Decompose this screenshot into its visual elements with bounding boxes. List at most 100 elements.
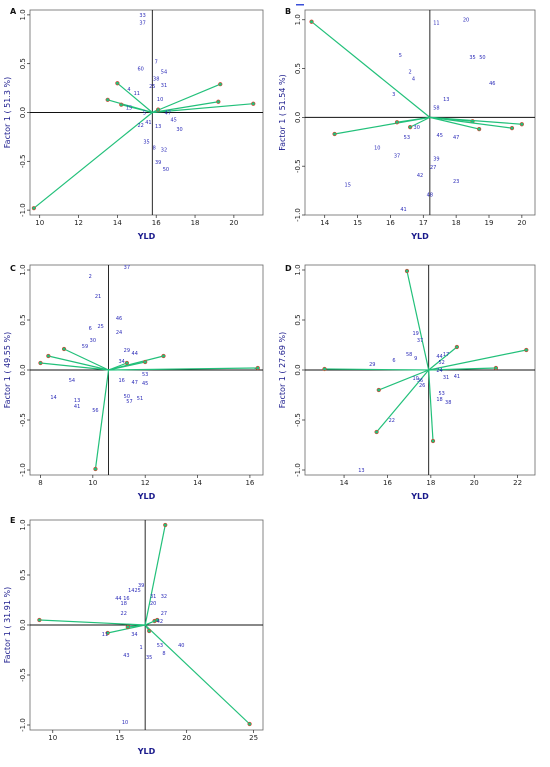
x-tick-label: 15 <box>115 734 124 742</box>
x-tick-label: 14 <box>113 219 122 227</box>
genotype-label: 50 <box>163 167 169 173</box>
x-axis-label: YLD <box>137 492 156 501</box>
genotype-label: 41 <box>74 404 80 410</box>
genotype-label: 8 <box>153 146 156 152</box>
genotype-label: 41 <box>454 374 460 380</box>
genotype-label: 34 <box>131 632 137 638</box>
vector-tip <box>143 359 148 365</box>
loading-vector <box>121 104 153 114</box>
vector-tip <box>322 366 327 372</box>
x-tick-label: 16 <box>152 219 161 227</box>
genotype-label: 39 <box>433 156 439 162</box>
panel-c: C 8 10 12 14 16 -1.0 -0.5 0.0 0.5 1.0 YLD Factor 1 (… <box>3 264 264 501</box>
vector-tip <box>161 353 166 359</box>
panel-e: E 10 15 20 25 -1.0 -0.5 0.0 0.5 1.0 YLD Factor 1 ( … <box>3 516 264 756</box>
x-tick-label: 10 <box>88 479 97 487</box>
x-tick-label: 10 <box>48 734 57 742</box>
loading-vector <box>428 346 458 371</box>
loading-vector <box>108 367 258 371</box>
y-tick-label: 0.5 <box>19 569 27 580</box>
loading-vector <box>39 619 146 626</box>
y-tick-label: 0.5 <box>294 314 302 325</box>
genotype-label: 53 <box>142 372 148 378</box>
genotype-label: 20 <box>463 18 469 24</box>
loading-vector <box>152 101 219 114</box>
genotype-label: 42 <box>417 173 423 179</box>
panel-b: B 14 15 16 17 18 19 20 -1.0 -0.5 0.0 0.5 1.0 YLD Facto… <box>278 7 536 241</box>
genotype-label: 8 <box>162 651 165 657</box>
genotype-label: 27 <box>161 611 167 617</box>
x-tick-label: 18 <box>191 219 200 227</box>
y-tick-label: -0.5 <box>19 413 27 427</box>
genotype-label: 10 <box>412 376 418 382</box>
genotype-label: 31 <box>161 83 167 89</box>
genotype-label: 44 <box>132 351 138 357</box>
loading-vector <box>127 624 146 628</box>
genotype-label: 1 <box>140 645 143 651</box>
y-tick-label: -0.5 <box>19 154 27 168</box>
top-mark <box>296 4 304 6</box>
x-axis-label: YLD <box>137 747 156 756</box>
panel-a: A 10 12 14 16 18 20 -1.0 -0.5 0.0 0.5 1.0 YLD Factor … <box>3 7 264 241</box>
genotype-label: 40 <box>178 643 184 649</box>
y-tick-label: 0.0 <box>19 619 27 630</box>
genotype-label: 3 <box>392 92 395 98</box>
vector-tip <box>404 268 410 274</box>
genotype-label: 25 <box>97 324 103 330</box>
genotype-label: 58 <box>433 106 439 112</box>
y-tick-label: -1.0 <box>19 463 27 477</box>
vector-tip <box>430 438 436 444</box>
vector-tip <box>93 466 98 472</box>
loading-vector <box>40 362 109 371</box>
vector-tip <box>332 131 337 137</box>
loading-vector <box>428 369 434 442</box>
genotype-label: 53 <box>404 135 410 141</box>
vector-tip <box>124 360 129 366</box>
genotype-label: 30 <box>90 338 96 344</box>
genotype-label: 4 <box>127 87 130 93</box>
genotype-label: 31 <box>443 375 449 381</box>
vector-tip <box>38 360 43 366</box>
genotype-label: 22 <box>121 611 127 617</box>
loading-vector <box>311 21 431 118</box>
genotype-label: 41 <box>145 120 151 126</box>
x-tick-label: 25 <box>249 734 258 742</box>
genotype-label: 7 <box>155 60 158 66</box>
genotype-label: 48 <box>427 192 433 198</box>
vector-tip <box>454 344 459 350</box>
genotype-label: 38 <box>153 76 159 82</box>
loading-vector <box>428 349 527 371</box>
genotype-label: 15 <box>126 106 132 112</box>
vector-tip <box>115 81 120 86</box>
panel-letter: C <box>10 264 16 273</box>
y-axis-label: Factor 1 ( 51.3 %) <box>3 77 12 148</box>
genotype-label: 50 <box>124 394 130 400</box>
genotype-label: 25 <box>149 84 155 90</box>
genotype-label: 2 <box>409 69 412 75</box>
y-tick-label: 0.5 <box>19 58 27 69</box>
y-tick-label: -1.0 <box>19 718 27 732</box>
plot-frame <box>304 9 536 216</box>
genotype-label: 4 <box>412 76 415 82</box>
panel-letter: E <box>10 516 15 525</box>
x-axis-label: YLD <box>137 232 156 241</box>
genotype-label: 47 <box>132 380 138 386</box>
y-tick-label: 1.0 <box>294 264 302 275</box>
y-tick-label: 1.0 <box>294 14 302 25</box>
x-tick-label: 14 <box>193 479 202 487</box>
genotype-label: 13 <box>358 468 364 474</box>
loading-vector <box>116 82 153 113</box>
genotype-label: 5 <box>399 53 402 59</box>
genotype-label: 10 <box>122 720 128 726</box>
loading-vector <box>48 355 109 371</box>
x-tick-label: 12 <box>74 219 83 227</box>
genotype-label: 10 <box>157 97 163 103</box>
x-tick-label: 16 <box>383 479 392 487</box>
genotype-label: 46 <box>489 81 495 87</box>
y-tick-label: 1.0 <box>19 9 27 20</box>
vector-tip <box>46 353 51 359</box>
x-tick-label: 15 <box>353 219 362 227</box>
loading-vector <box>63 348 109 371</box>
genotype-label: 43 <box>123 653 129 659</box>
genotype-label: 53 <box>157 643 163 649</box>
